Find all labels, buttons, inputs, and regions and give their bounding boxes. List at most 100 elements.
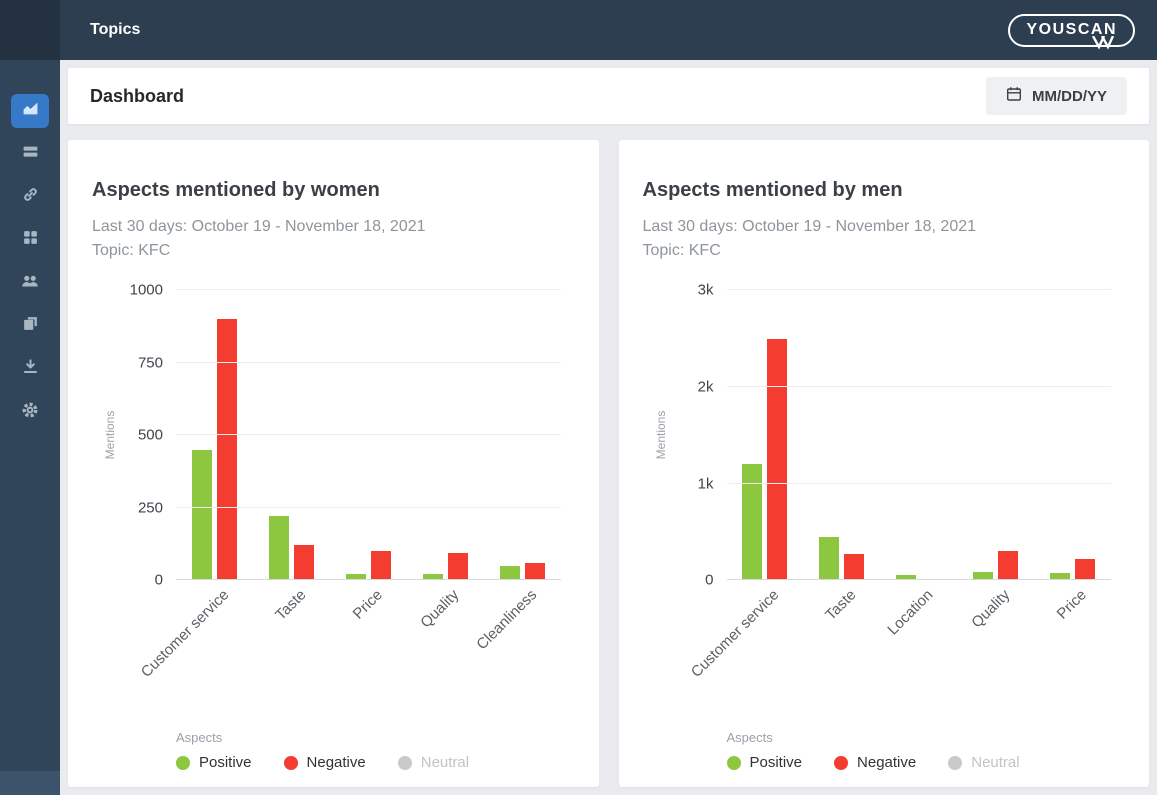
sidebar-item-mentions[interactable] <box>11 137 49 171</box>
sidebar-footer <box>0 771 60 795</box>
y-tick-label: 750 <box>137 354 163 372</box>
chart-date-range: Last 30 days: October 19 - November 18, … <box>92 217 426 235</box>
bar-positive[interactable] <box>973 572 994 581</box>
legend-item-neutral[interactable]: Neutral <box>397 754 470 772</box>
topics-nav-title[interactable]: Topics <box>90 21 141 38</box>
legend-item-label: Neutral <box>420 754 470 772</box>
y-tick-label: 3k <box>697 281 714 299</box>
bar-group: Cleanliness <box>473 290 561 653</box>
chart-topic: Topic: KFC <box>642 242 721 260</box>
bar-negative[interactable] <box>216 319 237 581</box>
bar-positive[interactable] <box>1050 573 1071 581</box>
legend-item-label: Positive <box>199 754 252 772</box>
y-tick-label: 1000 <box>129 281 163 299</box>
chart-bar-groups: Customer service Taste Location Quality Pric… <box>688 290 1112 681</box>
bar-negative[interactable] <box>370 551 391 581</box>
bar-positive[interactable] <box>742 464 763 581</box>
charts-row: Aspects mentioned by women Last 30 days:… <box>68 140 1149 787</box>
y-tick-label: 500 <box>137 426 163 444</box>
sidebar-item-export[interactable] <box>11 352 49 386</box>
chart-title: Aspects mentioned by women <box>92 178 380 201</box>
bar-negative[interactable] <box>293 545 314 581</box>
bar-positive[interactable] <box>819 536 840 581</box>
bar-group: Quality <box>407 290 484 632</box>
negative-dot-icon <box>834 755 849 770</box>
positive-dot-icon <box>176 755 190 770</box>
sidebar-item-widgets[interactable] <box>11 223 49 257</box>
bar-negative[interactable] <box>1075 558 1096 581</box>
chart-title: Aspects mentioned by men <box>642 178 903 201</box>
bar-positive[interactable] <box>268 516 289 581</box>
bar-positive[interactable] <box>345 574 366 581</box>
y-axis-title: Mentions <box>103 410 117 460</box>
gridline <box>726 482 1111 484</box>
legend-item-neutral[interactable]: Neutral <box>948 754 1020 772</box>
bar-negative[interactable] <box>767 338 788 581</box>
chart-plot-area: Mentions Customer service Taste Price Quali… <box>103 282 561 681</box>
bar-positive[interactable] <box>499 565 520 581</box>
bar-negative[interactable] <box>998 551 1019 581</box>
y-tick-label: 0 <box>705 571 714 589</box>
date-range-button[interactable]: MM/DD/YY <box>986 77 1127 115</box>
youscan-logo: YOUSCAN <box>1008 13 1135 50</box>
people-icon <box>21 272 39 295</box>
bar-group: Taste <box>803 290 880 624</box>
bar-group: Price <box>330 290 407 623</box>
calendar-icon <box>1006 86 1022 106</box>
bar-positive[interactable] <box>422 574 443 581</box>
bar-negative[interactable] <box>524 562 545 581</box>
download-icon <box>22 358 39 380</box>
neutral-dot-icon <box>397 755 412 770</box>
page-title: Dashboard <box>90 85 185 106</box>
chart-legend: Aspects Positive Negative Neutral <box>726 730 1126 772</box>
sidebar-item-analytics[interactable] <box>11 94 49 128</box>
legend-item-label: Neutral <box>971 754 1020 772</box>
bar-group: Customer service <box>688 290 804 681</box>
date-range-value: MM/DD/YY <box>1032 87 1107 105</box>
neutral-dot-icon <box>948 755 963 770</box>
bar-group: Price <box>1034 290 1111 623</box>
bar-negative[interactable] <box>844 554 865 581</box>
topbar: Topics YOUSCAN <box>0 0 1157 60</box>
link-icon <box>22 186 39 208</box>
chart-legend: Aspects Positive Negative Neutral <box>176 730 575 771</box>
copy-pages-icon <box>22 315 39 337</box>
legend-item-label: Negative <box>306 754 366 772</box>
gear-icon <box>21 401 39 424</box>
gridline <box>176 579 561 581</box>
legend-item-positive[interactable]: Positive <box>176 754 252 771</box>
youscan-logo-text: YOUSCAN <box>1008 13 1135 47</box>
chart-plot-area: Mentions Customer service Taste Location Qu… <box>654 282 1112 681</box>
positive-dot-icon <box>726 755 741 770</box>
y-tick-label: 1k <box>697 475 714 493</box>
sidebar-item-reports[interactable] <box>11 309 49 343</box>
gridline <box>726 289 1111 291</box>
topbar-corner <box>0 0 60 60</box>
y-axis-title: Mentions <box>653 410 668 460</box>
sidebar-item-audience[interactable] <box>11 266 49 300</box>
bar-chart-women: Mentions Customer service Taste Price Quali… <box>92 282 575 726</box>
legend-title: Aspects <box>176 730 223 746</box>
y-tick-label: 0 <box>154 571 163 589</box>
sidebar-item-sources[interactable] <box>11 180 49 214</box>
card-aspects-men: Aspects mentioned by men Last 30 days: O… <box>618 140 1149 787</box>
chart-date-range: Last 30 days: October 19 - November 18, … <box>642 217 977 235</box>
sidebar <box>0 60 60 795</box>
bar-positive[interactable] <box>191 449 212 581</box>
chart-bar-groups: Customer service Taste Price Quality Cleanli… <box>138 290 561 681</box>
analytics-chart-icon <box>22 100 39 122</box>
bar-positive[interactable] <box>896 575 917 581</box>
bar-group: Taste <box>253 290 330 624</box>
legend-item-negative[interactable]: Negative <box>283 754 366 772</box>
y-tick-label: 2k <box>697 378 714 396</box>
legend-item-negative[interactable]: Negative <box>834 754 916 771</box>
gridline <box>176 434 561 436</box>
chart-topic: Topic: KFC <box>92 242 171 260</box>
legend-item-positive[interactable]: Positive <box>726 754 802 771</box>
legend-title: Aspects <box>726 730 773 746</box>
gridline <box>176 289 561 291</box>
sidebar-item-settings[interactable] <box>11 395 49 429</box>
negative-dot-icon <box>283 755 298 770</box>
main-content: Dashboard MM/DD/YY Aspects mentioned by … <box>60 60 1157 795</box>
bar-negative[interactable] <box>447 552 468 581</box>
